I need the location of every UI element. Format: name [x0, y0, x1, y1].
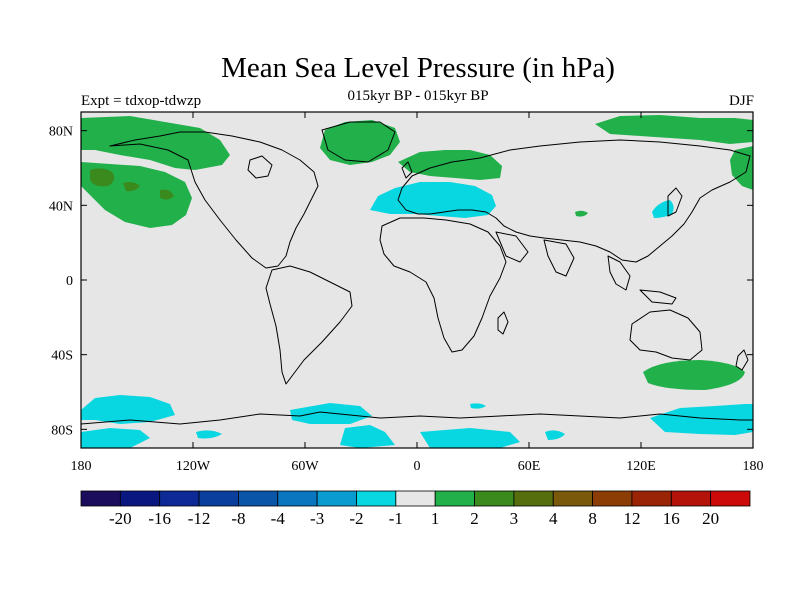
coastline-europe-asia [397, 139, 751, 263]
colorbar-label: 4 [549, 509, 558, 528]
colorbar-label: -8 [231, 509, 245, 528]
lat-tick-label: 0 [66, 274, 73, 289]
anomaly-region-antarctic-east [545, 430, 565, 440]
anomaly-fill-layer [81, 115, 753, 448]
lat-tick-label: 80N [49, 125, 73, 140]
coastline-antarctica [81, 411, 753, 425]
colorbar-label: -1 [389, 509, 403, 528]
colorbar-swatch [356, 490, 397, 507]
coastline-australia [629, 309, 703, 361]
colorbar-swatch [552, 490, 593, 507]
colorbar-label: 20 [702, 509, 719, 528]
colorbar-label: -16 [148, 509, 171, 528]
anomaly-region-antarctic-pacific [650, 404, 753, 435]
season-label: DJF [728, 93, 754, 109]
coastline-hudson-bay [247, 155, 273, 179]
colorbar-label: -2 [349, 509, 363, 528]
anomaly-region-antarctic-small [470, 403, 486, 409]
lat-tick-label: 40N [49, 199, 73, 214]
anomaly-region-antarctic-south-atlantic-2 [340, 425, 395, 448]
lon-tick-label: 120W [176, 459, 211, 474]
colorbar [80, 490, 751, 507]
colorbar-label: -20 [109, 509, 132, 528]
anomaly-region-greenland [320, 120, 400, 165]
anomaly-region-north-atlantic [398, 150, 502, 180]
lon-tick-label: 60W [291, 459, 319, 474]
colorbar-label: 3 [510, 509, 519, 528]
colorbar-labels: -20 -16 -12 -8 -4 -3 -2 -1 1 2 3 4 8 12 16 20 [109, 509, 719, 528]
colorbar-swatch [710, 490, 751, 507]
colorbar-swatch [395, 490, 436, 507]
anomaly-region-antarctic-edge [196, 430, 222, 439]
colorbar-label: -3 [310, 509, 324, 528]
colorbar-swatch [119, 490, 161, 507]
colorbar-label: 16 [663, 509, 680, 528]
colorbar-swatch [434, 490, 475, 507]
coastline-north-america [109, 131, 319, 269]
anomaly-region-north-pacific-east [730, 146, 753, 190]
colorbar-label: -4 [271, 509, 286, 528]
coastline-british-isles [401, 161, 413, 179]
coastline-southeast-asia [607, 255, 677, 305]
anomaly-region-arctic-pacific [81, 116, 230, 170]
map-title: Mean Sea Level Pressure (in hPa) [221, 52, 615, 84]
colorbar-swatch [198, 490, 239, 507]
colorbar-swatch [238, 490, 279, 507]
colorbar-swatch [159, 490, 200, 507]
colorbar-label: 8 [588, 509, 597, 528]
colorbar-swatch [277, 490, 318, 507]
coastline-africa [379, 217, 507, 353]
lon-tick-label: 180 [743, 459, 764, 474]
anomaly-region-southern-ocean [643, 360, 745, 390]
lon-tick-label: 60E [518, 459, 541, 474]
coastline-new-zealand [735, 349, 749, 371]
colorbar-swatch [513, 490, 554, 507]
anomaly-region-north-pacific-dark [90, 168, 115, 187]
experiment-label: Expt = tdxop-tdwzp [81, 93, 202, 109]
anomaly-region-arctic-russia [595, 115, 753, 144]
anomaly-region-siberia-small [575, 210, 588, 217]
coastline-arabia-india [495, 231, 575, 277]
lon-tick-label: 120E [626, 459, 656, 474]
anomaly-region-antarctic-west [81, 395, 175, 424]
longitude-ticks: 180 120W 60W 0 60E 120E 180 [71, 112, 764, 474]
colorbar-swatch [474, 490, 515, 507]
colorbar-label: -12 [188, 509, 211, 528]
anomaly-region-north-pacific-dark-3 [160, 189, 174, 200]
lat-tick-label: 80S [51, 423, 73, 438]
colorbar-label: 12 [623, 509, 640, 528]
lat-tick-label: 40S [51, 349, 73, 364]
colorbar-swatch [316, 490, 357, 507]
anomaly-region-north-pacific-dark-2 [123, 182, 140, 192]
colorbar-label: 2 [470, 509, 479, 528]
coastlines [81, 121, 753, 425]
colorbar-swatch [631, 490, 672, 507]
colorbar-swatch [592, 490, 633, 507]
colorbar-swatch [80, 490, 121, 507]
coastline-madagascar [497, 311, 509, 335]
map-subtitle: 015kyr BP - 015kyr BP [347, 88, 489, 104]
latitude-ticks: 80N 40N 0 40S 80S [49, 125, 753, 438]
coastline-japan [667, 187, 683, 217]
coastline-south-america [265, 265, 353, 385]
lon-tick-label: 0 [414, 459, 421, 474]
coastline-greenland [321, 121, 396, 163]
lon-tick-label: 180 [71, 459, 92, 474]
anomaly-region-antarctic-west-2 [81, 428, 150, 448]
colorbar-label: 1 [431, 509, 440, 528]
colorbar-swatch [670, 490, 712, 507]
anomaly-region-antarctic-indian [420, 428, 520, 448]
